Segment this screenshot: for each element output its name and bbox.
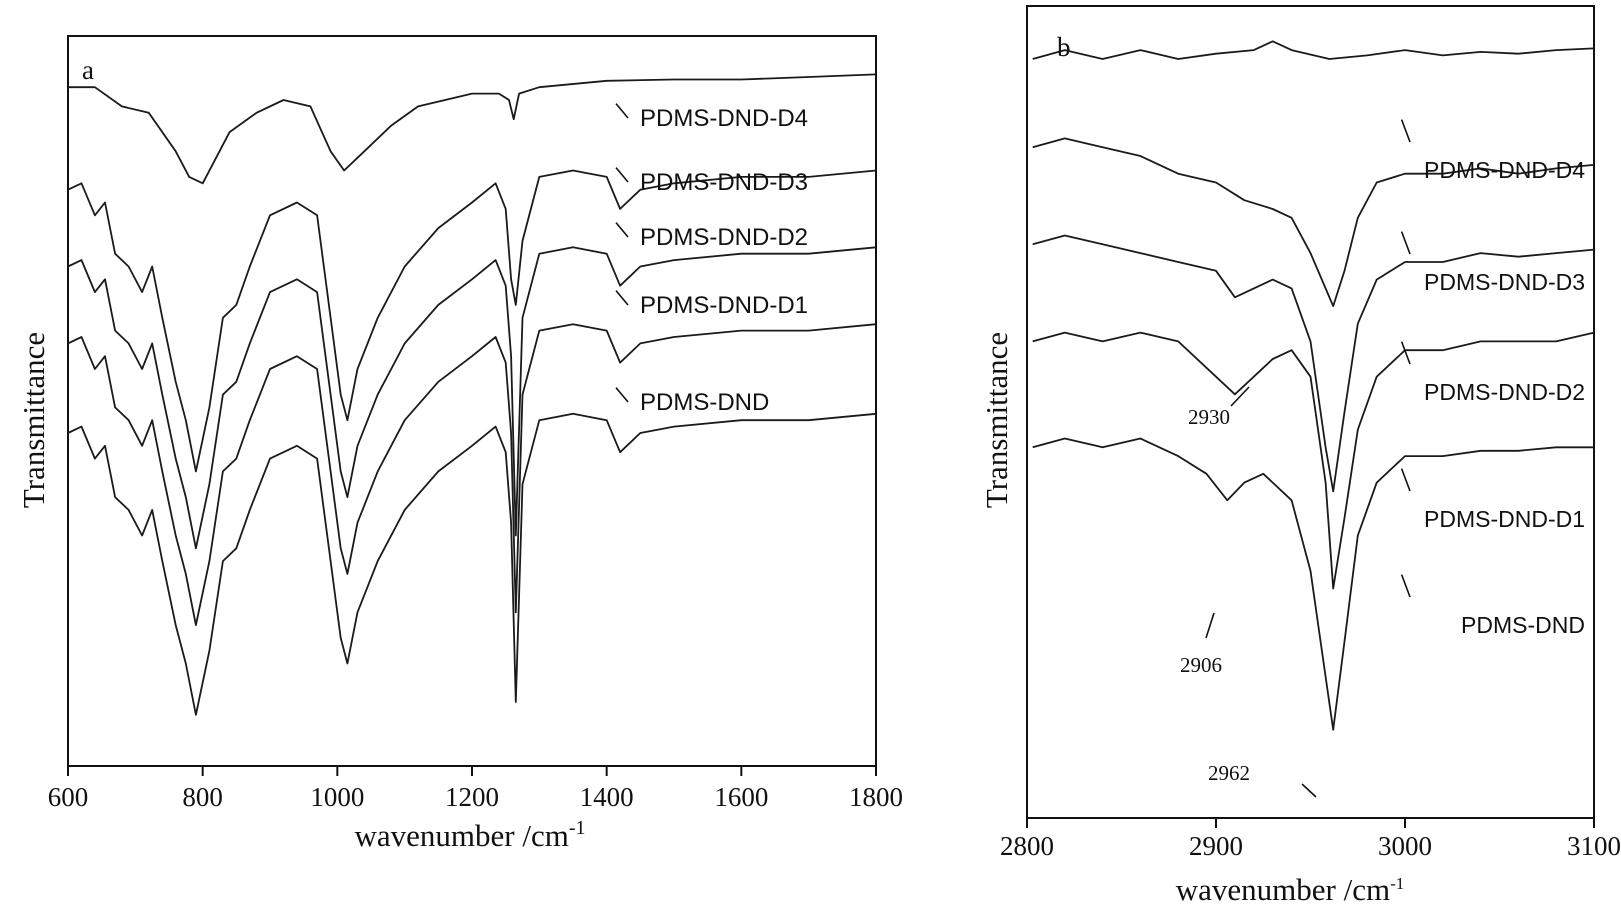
series-label: PDMS-DND: [640, 389, 769, 416]
series-line-pdms-dnd: [1032, 437, 1594, 731]
x-tick-label: 600: [48, 782, 89, 812]
panel-b-series-labels: PDMS-DND-D4 PDMS-DND-D3 PDMS-DND-D2 PDMS-DN…: [1400, 119, 1585, 638]
x-tick-label: 3000: [1378, 831, 1432, 861]
series-line-pdms-dnd-d4: [68, 73, 877, 185]
peak-annotation-arrow: [1230, 386, 1250, 407]
series-label: PDMS-DND-D4: [640, 105, 808, 132]
series-line-pdms-dnd-d1: [1032, 331, 1595, 590]
series-line-pdms-dnd-d1: [67, 323, 877, 626]
series-line-pdms-dnd-d2: [1032, 234, 1595, 493]
panel-a-x-axis: 600 800 1000 1200 1400 1600 1800: [48, 766, 903, 812]
panel-b-x-axis: 2800 2900 3000 3100: [1000, 818, 1621, 861]
x-tick-label: 2900: [1189, 831, 1243, 861]
peak-annotation-label: 2962: [1208, 761, 1250, 785]
peak-annotation-arrow: [1205, 612, 1215, 639]
series-label: PDMS-DND-D2: [1424, 379, 1585, 405]
panel-b-series: [1032, 40, 1595, 731]
series-line-pdms-dnd-d2: [67, 246, 877, 550]
series-line-pdms-dnd-d3: [1032, 137, 1595, 307]
x-tick-label: 1000: [310, 782, 364, 812]
panel-a-series-labels: PDMS-DND-D4 PDMS-DND-D3 PDMS-DND-D2 PDMS-DN…: [615, 103, 808, 416]
series-label-arrow: [615, 167, 629, 183]
series-label-arrow: [1400, 341, 1411, 365]
x-tick-label: 1600: [714, 782, 768, 812]
panel-a: a 600 800 1000 1200 1400 1600 1800 PDMS-DND-D4…: [16, 35, 903, 853]
series-label-arrow: [615, 387, 629, 403]
series-label: PDMS-DND: [1461, 612, 1585, 638]
peak-annotation-arrow: [1301, 783, 1317, 798]
x-tick-label: 1200: [445, 782, 499, 812]
series-label: PDMS-DND-D4: [1424, 157, 1585, 183]
x-tick-label: 3100: [1567, 831, 1621, 861]
series-label-arrow: [615, 290, 629, 306]
panel-a-xlabel: wavenumber /cm-1: [354, 817, 585, 853]
series-label-arrow: [615, 222, 629, 238]
series-label-arrow: [1400, 574, 1411, 598]
x-tick-label: 800: [182, 782, 223, 812]
series-label: PDMS-DND-D1: [640, 292, 808, 319]
series-label: PDMS-DND-D1: [1424, 506, 1585, 532]
panel-b-xlabel: wavenumber /cm-1: [1176, 872, 1405, 907]
panel-a-ylabel: Transmittance: [16, 332, 51, 508]
series-label-arrow: [1400, 119, 1411, 143]
series-line-pdms-dnd-d4: [1032, 40, 1595, 60]
series-label: PDMS-DND-D3: [1424, 269, 1585, 295]
series-label-arrow: [1400, 468, 1411, 492]
x-tick-label: 2800: [1000, 831, 1054, 861]
panel-b: b 2800 2900 3000 3100 PDMS-DND-D4PDMS-DND-D…: [979, 5, 1621, 907]
series-line-pdms-dnd: [67, 412, 877, 716]
peak-annotation-label: 2906: [1180, 653, 1222, 677]
panel-b-letter: b: [1057, 32, 1071, 62]
peak-annotation-label: 2930: [1188, 405, 1230, 429]
series-label: PDMS-DND-D2: [640, 224, 808, 251]
series-line-pdms-dnd-d3: [67, 169, 877, 473]
x-tick-label: 1800: [849, 782, 903, 812]
series-label: PDMS-DND-D3: [640, 169, 808, 196]
panel-b-ylabel: Transmittance: [979, 332, 1014, 508]
series-label-arrow: [1400, 231, 1411, 255]
x-tick-label: 1400: [580, 782, 634, 812]
panel-b-frame: [1026, 5, 1595, 819]
series-label-arrow: [615, 103, 629, 119]
panel-a-series: [67, 73, 877, 716]
panel-b-peak-annotations: 2930 2906 2962: [1180, 386, 1317, 798]
panel-a-letter: a: [82, 55, 94, 85]
